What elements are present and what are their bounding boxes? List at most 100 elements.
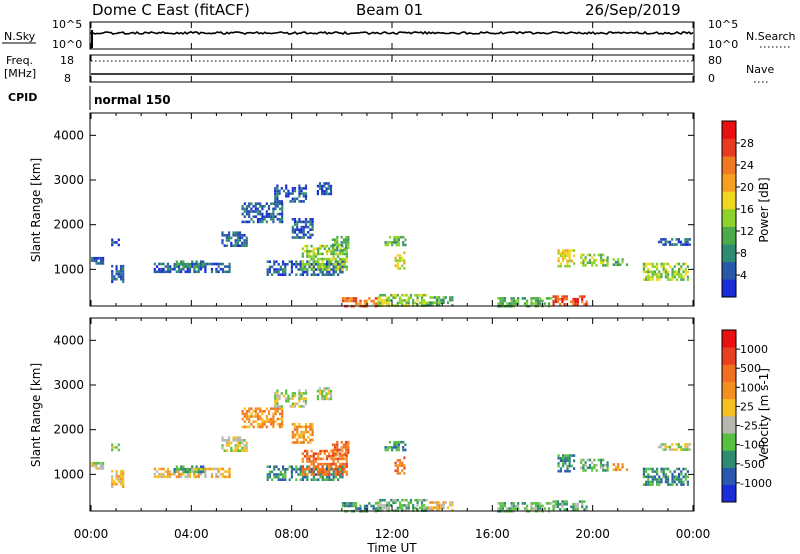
power-cell [252,210,255,213]
power-cell [342,248,345,252]
velocity-cell [248,425,251,429]
velocity-cell [319,470,322,474]
power-cell [298,187,301,190]
velocity-cell [113,446,116,449]
velocity-cell [316,395,319,398]
velocity-cell [204,467,207,471]
velocity-cell [317,462,320,466]
power-cell [302,236,305,239]
power-cell [266,260,269,263]
velocity-cell [345,465,348,468]
power-cell [429,304,432,307]
power-cell [97,262,100,265]
velocity-cell [339,468,342,471]
power-cell [686,278,689,281]
power-cell [252,205,255,208]
velocity-cell [336,470,340,474]
velocity-cell [548,502,551,505]
power-cell [606,256,609,259]
velocity-cell [308,455,311,458]
power-cell [306,255,309,258]
power-cell [180,263,183,266]
velocity-cell [267,417,271,421]
power-cell [647,267,650,271]
power-cell [686,243,689,246]
velocity-cell [675,483,678,486]
velocity-cell [667,483,670,486]
beam-label: Beam 01 [356,1,423,19]
velocity-cell [184,470,187,474]
power-cell [526,302,529,305]
velocity-cell [339,475,342,479]
velocity-cell [673,448,676,451]
velocity-cell [341,457,344,461]
velocity-cell [317,468,320,471]
power-cell [315,268,318,271]
power-cell [342,241,345,244]
velocity-cell [93,464,96,468]
power-cell [328,263,331,266]
velocity-cell [559,502,562,506]
velocity-cell [651,470,654,473]
power-cell [225,234,228,237]
velocity-cell [339,452,342,455]
power-cell [309,228,312,231]
velocity-cell [332,473,335,476]
power-cell [234,244,237,247]
velocity-cell [395,446,398,449]
power-cell [325,187,328,190]
x-axis-label: Time UT [366,541,417,554]
velocity-cell [343,457,346,461]
power-cell [565,297,568,301]
velocity-cell [291,405,294,408]
velocity-cell [295,478,298,481]
velocity-cell [290,473,293,476]
velocity-cell [397,448,400,452]
power-cell [169,270,172,274]
velocity-cell [297,468,300,471]
velocity-cell [686,475,689,479]
power-cell [281,220,284,224]
power-cell [236,234,239,237]
velocity-cell [337,468,340,471]
power-cell [565,295,568,298]
power-cell [559,254,562,258]
power-cell [379,299,382,302]
velocity-cell [291,402,294,406]
power-cell [311,223,314,226]
velocity-cell [414,498,417,502]
velocity-cell [499,504,502,508]
velocity-cell [331,448,334,452]
power-cell [332,252,335,256]
velocity-cell [248,410,251,413]
velocity-cell [303,468,307,471]
velocity-cell [243,449,246,452]
power-cell [363,302,366,305]
power-cell [388,241,392,244]
velocity-cell [166,470,170,473]
velocity-cell [352,504,355,508]
velocity-cell [117,475,120,478]
velocity-cell [336,446,339,449]
velocity-cell [315,478,318,481]
power-cell [318,187,322,190]
velocity-cell [221,439,224,442]
power-cell [321,263,324,266]
velocity-cell [319,468,322,471]
power-cell [339,265,342,269]
velocity-cell [645,467,648,471]
power-cell [423,293,426,297]
velocity-cell [278,417,282,421]
velocity-cell [296,402,299,406]
velocity-cell [308,465,311,468]
velocity-cell [223,439,226,442]
velocity-cell [573,454,576,457]
velocity-cell [272,425,275,429]
power-cell [332,255,335,258]
velocity-cell [642,475,645,479]
power-cell [275,270,278,274]
power-cell [188,267,192,271]
velocity-cell [576,508,579,511]
velocity-cell [682,467,685,471]
power-cell [523,302,526,305]
